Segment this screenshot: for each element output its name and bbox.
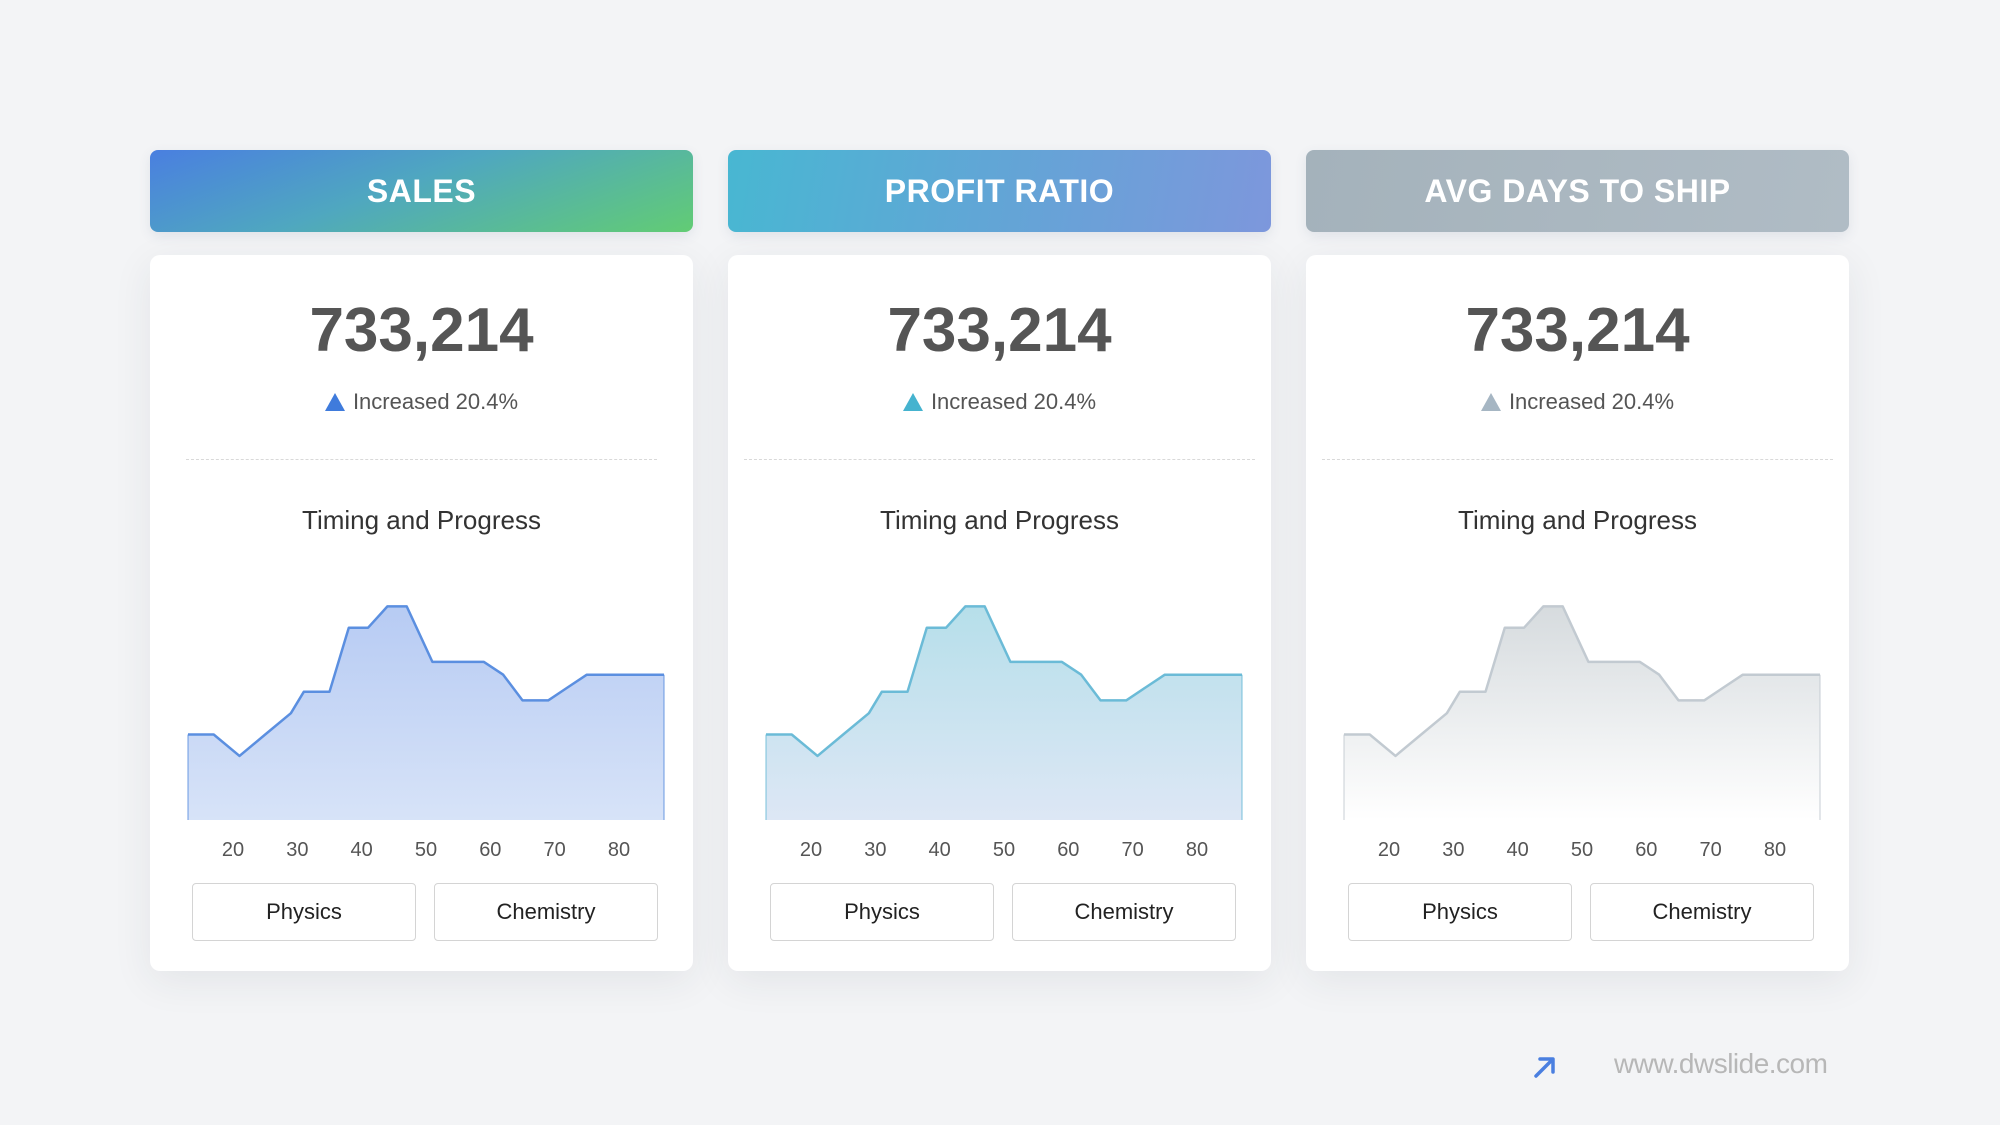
chart-title: Timing and Progress xyxy=(880,505,1119,535)
arrow-up-right-icon xyxy=(1534,1057,1555,1078)
x-tick-label: 60 xyxy=(1057,839,1079,861)
chemistry-button[interactable]: Chemistry xyxy=(1012,883,1236,941)
x-tick-label: 70 xyxy=(1700,839,1722,861)
series-line xyxy=(1344,605,1820,758)
x-tick-label: 30 xyxy=(1442,839,1464,861)
kpi-panel-profit-ratio: PROFIT RATIO 733,214 Increased 20.4% Tim… xyxy=(728,150,1271,971)
physics-button[interactable]: Physics xyxy=(1348,883,1572,941)
x-tick-label: 60 xyxy=(1635,839,1657,861)
kpi-delta-text: Increased 20.4% xyxy=(930,389,1097,414)
x-tick-label: 70 xyxy=(1122,839,1144,861)
series-line xyxy=(188,605,664,758)
panel-header: AVG DAYS TO SHIP xyxy=(1306,150,1849,232)
kpi-delta: Increased 20.4% xyxy=(1306,389,1849,415)
divider xyxy=(186,459,657,460)
x-tick-label: 20 xyxy=(222,839,244,861)
physics-button[interactable]: Physics xyxy=(192,883,416,941)
x-tick-label: 40 xyxy=(1507,839,1529,861)
x-tick-label: 20 xyxy=(800,839,822,861)
chart-title: Timing and Progress xyxy=(1458,505,1697,535)
kpi-card: 733,214 Increased 20.4% Timing and Progr… xyxy=(150,255,693,971)
x-tick-label: 40 xyxy=(929,839,951,861)
area-fill xyxy=(1344,606,1820,820)
x-tick-label: 60 xyxy=(479,839,501,861)
area-chart: 20 30 40 50 60 70 80 xyxy=(1343,605,1821,861)
kpi-value: 733,214 xyxy=(887,296,1112,365)
x-tick-label: 30 xyxy=(864,839,886,861)
x-tick-label: 80 xyxy=(1764,839,1786,861)
series-line xyxy=(766,605,1242,758)
triangle-up-icon xyxy=(324,393,345,411)
physics-button[interactable]: Physics xyxy=(770,883,994,941)
area-chart: 20 30 40 50 60 70 80 xyxy=(765,605,1243,861)
kpi-delta-text: Increased 20.4% xyxy=(352,389,519,414)
panel-header: SALES xyxy=(150,150,693,232)
area-fill xyxy=(188,606,664,820)
chemistry-button[interactable]: Chemistry xyxy=(1590,883,1814,941)
x-tick-label: 50 xyxy=(1571,839,1593,861)
kpi-delta: Increased 20.4% xyxy=(150,389,693,415)
panel-header: PROFIT RATIO xyxy=(728,150,1271,232)
kpi-delta: Increased 20.4% xyxy=(728,389,1271,415)
x-tick-label: 80 xyxy=(608,839,630,861)
kpi-card: 733,214 Increased 20.4% Timing and Progr… xyxy=(1306,255,1849,971)
area-fill xyxy=(766,606,1242,820)
triangle-up-icon xyxy=(1480,393,1501,411)
x-tick-label: 50 xyxy=(415,839,437,861)
kpi-value: 733,214 xyxy=(1465,296,1690,365)
kpi-panel-avg-days-to-ship: AVG DAYS TO SHIP 733,214 Increased 20.4%… xyxy=(1306,150,1849,971)
website-url[interactable]: www.dwslide.com xyxy=(1614,1048,1828,1079)
divider xyxy=(1322,459,1833,460)
x-tick-label: 20 xyxy=(1378,839,1400,861)
kpi-value: 733,214 xyxy=(309,296,534,365)
divider xyxy=(744,459,1255,460)
chemistry-button[interactable]: Chemistry xyxy=(434,883,658,941)
triangle-up-icon xyxy=(902,393,923,411)
x-tick-label: 50 xyxy=(993,839,1015,861)
x-tick-label: 40 xyxy=(351,839,373,861)
kpi-panel-sales: SALES 733,214 Increased 20.4% Timing and… xyxy=(150,150,693,971)
x-tick-label: 30 xyxy=(286,839,308,861)
x-tick-label: 80 xyxy=(1186,839,1208,861)
x-tick-label: 70 xyxy=(544,839,566,861)
kpi-card: 733,214 Increased 20.4% Timing and Progr… xyxy=(728,255,1271,971)
chart-title: Timing and Progress xyxy=(302,505,541,535)
area-chart: 20 30 40 50 60 70 80 xyxy=(187,605,665,861)
kpi-delta-text: Increased 20.4% xyxy=(1508,389,1675,414)
